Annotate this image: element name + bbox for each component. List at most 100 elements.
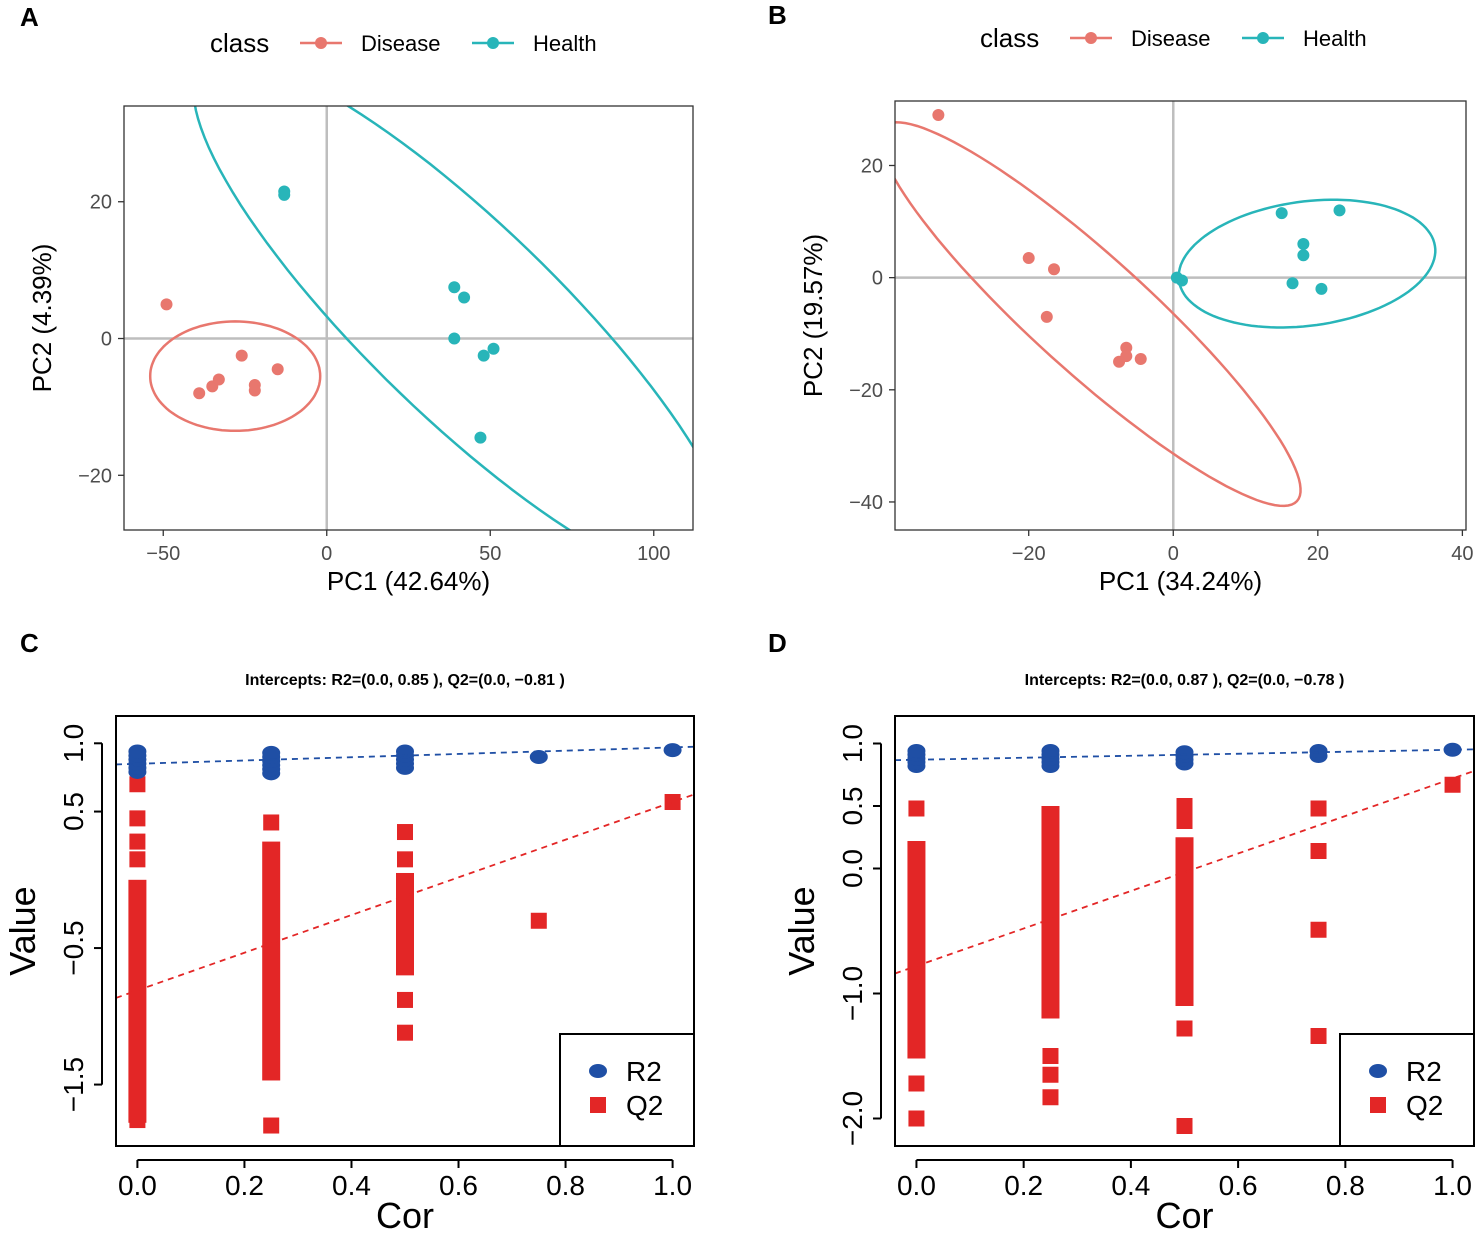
- panel-d-y-tick-label: −1.0: [837, 966, 868, 1021]
- panel-b-legend-health-label: Health: [1303, 26, 1367, 51]
- panel-d-r2-point: [1443, 742, 1462, 757]
- panel-d-q2-bar: [1175, 837, 1194, 1006]
- panel-c-r2-point: [396, 744, 414, 759]
- panel-b-x-tick-label: 40: [1451, 543, 1473, 565]
- panel-b-disease-point: [1113, 355, 1126, 368]
- panel-c-legend-box: [559, 1033, 695, 1147]
- panel-c-x-tick-label: 0.2: [225, 1170, 264, 1201]
- panel-a-legend-title: class: [210, 28, 269, 58]
- panel-a-plot-area: [124, 106, 693, 530]
- panel-d-x-tick-label: 0.2: [1004, 1170, 1043, 1201]
- panel-a-health-point: [278, 188, 291, 201]
- panel-a-health-point: [458, 291, 471, 304]
- panel-a-letter: A: [20, 2, 39, 32]
- panel-c-frame: [115, 715, 695, 1147]
- panel-d-plot-area: [895, 742, 1474, 1134]
- panel-d-q2-point: [1176, 1118, 1193, 1134]
- panel-c-r2-point: [663, 743, 682, 758]
- panel-d-q2-point: [1444, 776, 1461, 793]
- panel-d-q2-point: [1310, 800, 1327, 817]
- panel-a-disease-point: [248, 384, 261, 397]
- panel-a-x-tick-label: 50: [479, 543, 501, 565]
- panel-c-letter: C: [20, 628, 39, 658]
- panel-d-q2-point: [1310, 1028, 1327, 1044]
- panel-c-x-tick-label: 0.0: [118, 1170, 157, 1201]
- panel-d-r2-point: [907, 744, 926, 758]
- panel-c-x-tick-label: 1.0: [653, 1170, 692, 1201]
- panel-c-r2-point: [262, 745, 281, 760]
- panel-a-legend-health-marker: [487, 37, 499, 49]
- panel-c-x-tick-label: 0.6: [439, 1170, 478, 1201]
- panel-d-legend-r2-marker: [1369, 1064, 1387, 1078]
- panel-d-x-tick-label: 0.8: [1326, 1170, 1365, 1201]
- panel-d-y-tick-label: 0.0: [837, 849, 868, 888]
- panel-d-x-tick-label: 0.4: [1111, 1170, 1150, 1201]
- panel-b-legend-title: class: [980, 23, 1039, 53]
- panel-d-q2-point: [1310, 921, 1327, 938]
- panel-d-x-tick-label: 0.0: [897, 1170, 936, 1201]
- panel-c-legend-q2-marker: [590, 1097, 606, 1113]
- panel-a-health-ellipse: [193, 106, 693, 530]
- panel-a-legend-disease-marker: [315, 37, 327, 49]
- panel-b-disease-point: [1134, 352, 1147, 365]
- panel-b-y-axis-title: PC2 (19.57%): [798, 234, 828, 397]
- panel-a-x-tick-label: −50: [146, 543, 180, 565]
- panel-c-q2-bar: [262, 841, 281, 1081]
- panel-d-legend-r2-label: R2: [1406, 1056, 1442, 1087]
- panel-b-health-point: [1286, 277, 1299, 290]
- panel-c-q2-point: [129, 1112, 146, 1129]
- panel-d-q2-point: [1176, 813, 1193, 829]
- panel-d-r2-regression-line: [895, 748, 1474, 762]
- panel-a-y-axis-title: PC2 (4.39%): [27, 244, 57, 393]
- panel-c-q2-bar: [128, 879, 147, 1123]
- panel-c-q2-point: [397, 851, 413, 868]
- panel-d-q2-point: [1042, 1066, 1059, 1083]
- panel-b-plot-area: [895, 101, 1466, 530]
- panel-b-frame: [894, 100, 1467, 531]
- panel-d-frame: [894, 715, 1475, 1147]
- panel-a-y-tick-label: 0: [101, 329, 112, 351]
- panel-c-q2-point: [129, 776, 146, 793]
- panel-d-r2-point: [1175, 745, 1194, 760]
- panel-c-plot-area: [116, 743, 694, 1134]
- panel-a-health-point: [477, 349, 490, 362]
- panel-c-legend-r2-marker: [589, 1064, 607, 1078]
- panel-b-health-point: [1333, 204, 1346, 217]
- panel-b-health-point: [1315, 282, 1328, 295]
- panel-a-disease-point: [193, 387, 206, 400]
- panel-a-x-tick-label: 0: [321, 543, 332, 565]
- panel-d-y-tick-label: −2.0: [837, 1091, 868, 1146]
- panel-c-q2-point: [129, 851, 146, 868]
- panel-b-health-point: [1175, 274, 1188, 287]
- panel-c-q2-point: [263, 1117, 280, 1134]
- panel-d-q2-point: [1042, 1089, 1059, 1106]
- panel-d-x-tick-label: 1.0: [1433, 1170, 1472, 1201]
- panel-b-disease-point: [1040, 310, 1053, 323]
- panel-c-y-tick-label: 1.0: [58, 724, 89, 763]
- panel-b-y-tick-label: −40: [849, 492, 883, 514]
- panel-b-legend-health-marker: [1257, 32, 1269, 44]
- panel-b-disease-point: [1120, 341, 1133, 354]
- panel-a-disease-point: [212, 373, 225, 386]
- panel-d-r2-point: [1041, 744, 1060, 758]
- panel-c-q2-point: [530, 912, 547, 929]
- panel-d-q2-point: [908, 1110, 925, 1127]
- panel-b-x-axis-title: PC1 (34.24%): [1099, 566, 1262, 596]
- panel-c-q2-point: [397, 991, 413, 1008]
- panel-c-y-tick-label: 0.5: [58, 792, 89, 831]
- panel-b-health-ellipse: [1177, 198, 1437, 329]
- panel-d-q2-regression-line: [895, 770, 1474, 975]
- panel-b-disease-point: [1022, 252, 1035, 265]
- panel-d-q2-point: [908, 800, 925, 817]
- panel-c-q2-bar: [396, 872, 414, 976]
- panel-b-health-point: [1297, 238, 1310, 250]
- panel-a-health-point: [474, 431, 487, 444]
- panel-a-disease-point: [160, 298, 173, 311]
- panel-d-legend-q2-marker: [1370, 1097, 1386, 1113]
- panel-b-disease-point: [932, 109, 945, 122]
- panel-c-q2-point: [397, 1024, 413, 1041]
- panel-b-y-tick-label: −20: [849, 380, 883, 402]
- panel-d-x-tick-label: 0.6: [1219, 1170, 1258, 1201]
- panel-c-y-tick-label: −1.5: [58, 1057, 89, 1112]
